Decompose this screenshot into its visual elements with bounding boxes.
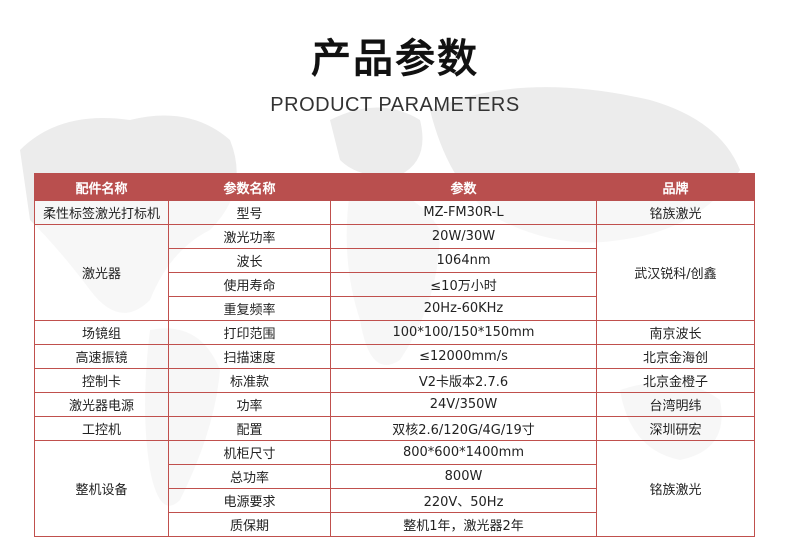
param-name-cell: 使用寿命: [168, 272, 331, 297]
param-name-cell: 型号: [168, 200, 331, 225]
brand-cell: 铭族激光: [596, 440, 755, 537]
brand-cell: 台湾明纬: [596, 392, 755, 417]
part-name-cell: 控制卡: [34, 368, 169, 393]
param-value-cell: ≤10万小时: [330, 272, 597, 297]
param-value-cell: 800*600*1400mm: [330, 440, 597, 465]
param-value-cell: 20Hz-60KHz: [330, 296, 597, 321]
param-name-cell: 功率: [168, 392, 331, 417]
brand-cell: 深圳研宏: [596, 416, 755, 441]
brand-cell: 南京波长: [596, 320, 755, 345]
param-value-cell: 800W: [330, 464, 597, 489]
param-name-cell: 波长: [168, 248, 331, 273]
param-name-cell: 重复频率: [168, 296, 331, 321]
parameters-table: 配件名称 参数名称 参数 品牌 柔性标签激光打标机 型号 MZ-FM30R-L 铭族激…: [34, 173, 755, 537]
table-header-row: 配件名称 参数名称 参数 品牌: [34, 173, 755, 201]
param-value-cell: MZ-FM30R-L: [330, 200, 597, 225]
part-name-cell: 整机设备: [34, 440, 169, 537]
table-row: 高速振镜 扫描速度 ≤12000mm/s 北京金海创: [34, 344, 755, 369]
param-name-cell: 配置: [168, 416, 331, 441]
brand-cell: 铭族激光: [596, 200, 755, 225]
param-name-cell: 机柜尺寸: [168, 440, 331, 465]
param-name-cell: 扫描速度: [168, 344, 331, 369]
table-row: 激光器 激光功率 20W/30W 武汉锐科/创鑫: [34, 224, 755, 321]
table-row: 场镜组 打印范围 100*100/150*150mm 南京波长: [34, 320, 755, 345]
param-value-cell: 双核2.6/120G/4G/19寸: [330, 416, 597, 441]
part-name-cell: 激光器: [34, 224, 169, 321]
part-name-cell: 柔性标签激光打标机: [34, 200, 169, 225]
header-param-name: 参数名称: [168, 173, 331, 201]
header-param-value: 参数: [330, 173, 597, 201]
param-value-cell: 220V、50Hz: [330, 488, 597, 513]
page-title: 产品参数: [311, 36, 479, 82]
header-part-name: 配件名称: [34, 173, 169, 201]
part-name-cell: 激光器电源: [34, 392, 169, 417]
table-row: 工控机 配置 双核2.6/120G/4G/19寸 深圳研宏: [34, 416, 755, 441]
table-row: 激光器电源 功率 24V/350W 台湾明纬: [34, 392, 755, 417]
param-name-cell: 激光功率: [168, 224, 331, 249]
part-name-cell: 工控机: [34, 416, 169, 441]
table-row: 重复频率 20Hz-60KHz: [35, 296, 755, 321]
brand-cell: 武汉锐科/创鑫: [596, 224, 755, 321]
part-name-cell: 高速振镜: [34, 344, 169, 369]
table-row: 整机设备 机柜尺寸 800*600*1400mm 铭族激光: [34, 440, 755, 537]
param-value-cell: 100*100/150*150mm: [330, 320, 597, 345]
param-value-cell: 整机1年，激光器2年: [330, 512, 597, 537]
header-brand: 品牌: [596, 173, 755, 201]
param-name-cell: 打印范围: [168, 320, 331, 345]
param-name-cell: 标准款: [168, 368, 331, 393]
param-value-cell: 24V/350W: [330, 392, 597, 417]
table-row: 波长 1064nm: [35, 248, 755, 273]
brand-cell: 北京金海创: [596, 344, 755, 369]
brand-cell: 北京金橙子: [596, 368, 755, 393]
table-row: 使用寿命 ≤10万小时: [35, 272, 755, 297]
param-name-cell: 电源要求: [168, 488, 331, 513]
table-row: 柔性标签激光打标机 型号 MZ-FM30R-L 铭族激光: [34, 200, 755, 225]
page-subtitle: PRODUCT PARAMETERS: [270, 94, 520, 116]
table-row: 电源要求 220V、50Hz: [35, 488, 755, 513]
part-name-cell: 场镜组: [34, 320, 169, 345]
table-row: 控制卡 标准款 V2卡版本2.7.6 北京金橙子: [34, 368, 755, 393]
param-name-cell: 质保期: [168, 512, 331, 537]
table-row: 总功率 800W: [35, 464, 755, 489]
table-row: 质保期 整机1年，激光器2年: [35, 512, 755, 537]
param-value-cell: 1064nm: [330, 248, 597, 273]
param-value-cell: V2卡版本2.7.6: [330, 368, 597, 393]
param-value-cell: ≤12000mm/s: [330, 344, 597, 369]
param-name-cell: 总功率: [168, 464, 331, 489]
param-value-cell: 20W/30W: [330, 224, 597, 249]
